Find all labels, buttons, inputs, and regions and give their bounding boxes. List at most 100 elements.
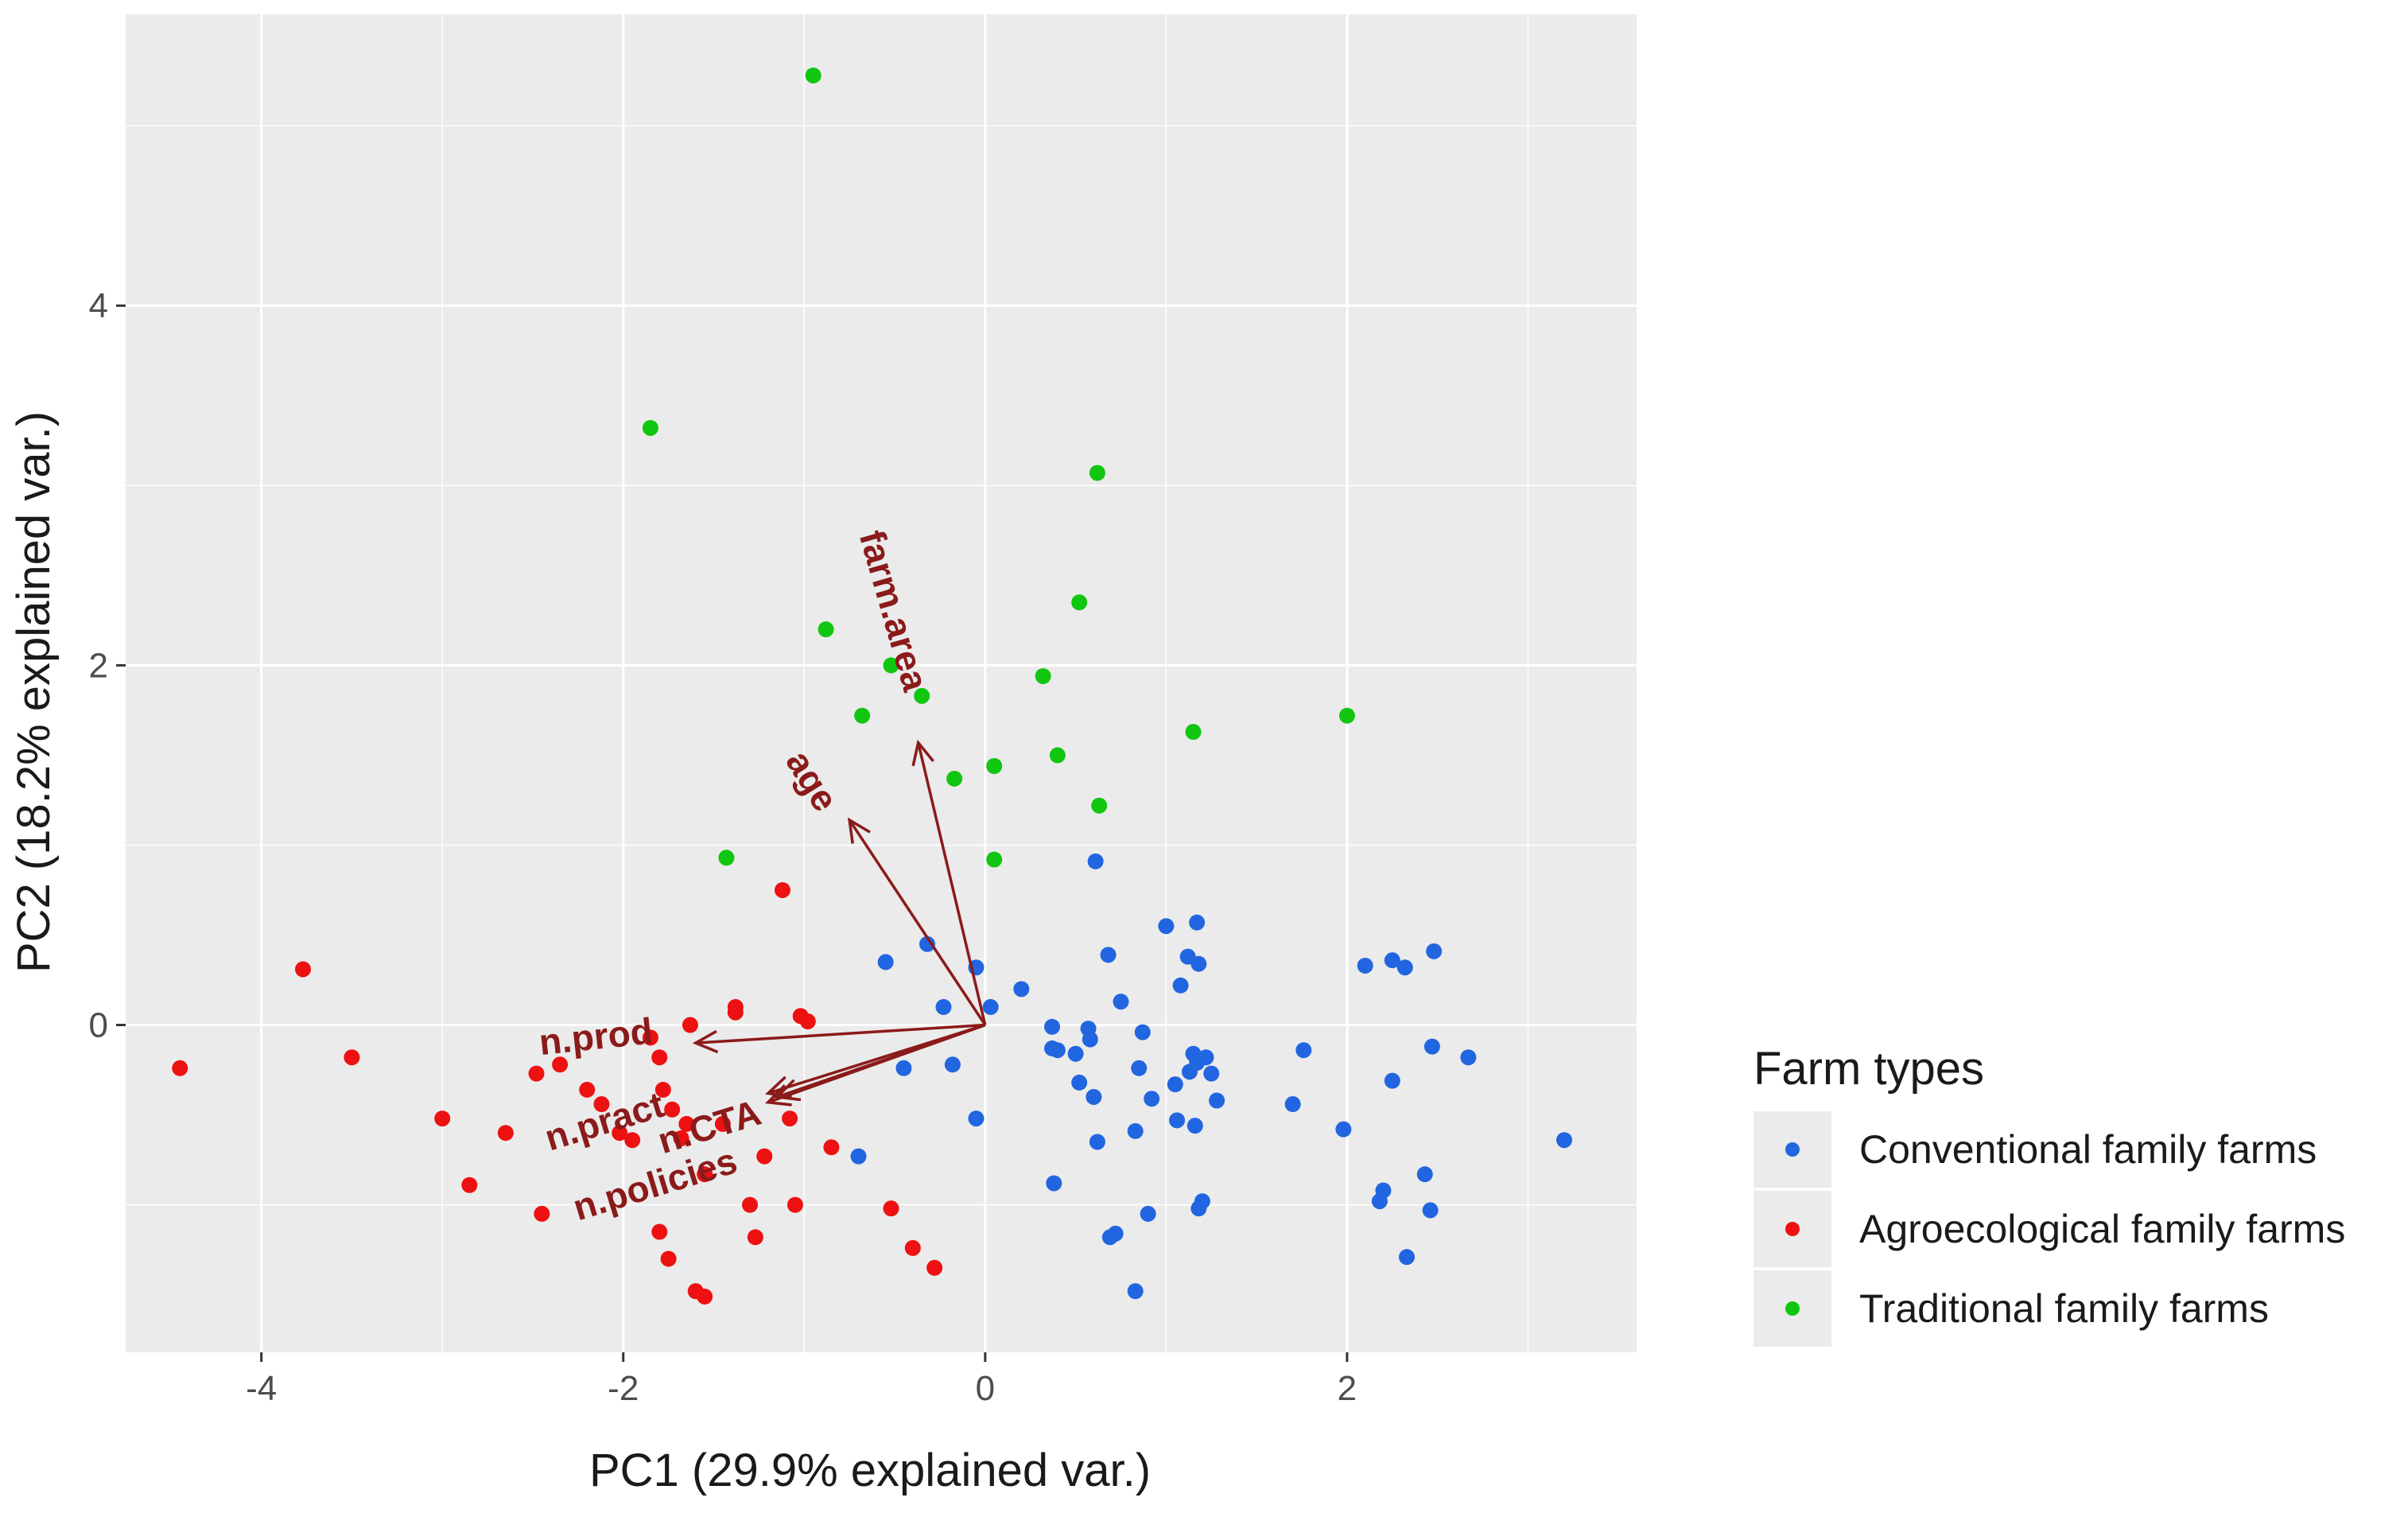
point-conventional <box>1203 1065 1220 1082</box>
point-traditional <box>1071 594 1088 611</box>
point-conventional <box>1127 1122 1144 1139</box>
point-traditional <box>642 419 658 436</box>
vector-n-policies <box>767 1023 986 1104</box>
point-conventional <box>1189 914 1206 931</box>
vector-arrowhead-n-policies <box>764 1084 792 1107</box>
point-agroecological <box>697 1288 713 1305</box>
point-agroecological <box>678 1115 695 1132</box>
point-agroecological <box>434 1110 451 1127</box>
vector-farm-area <box>916 742 987 1025</box>
point-agroecological <box>756 1148 773 1165</box>
point-traditional <box>818 621 834 638</box>
x-tick-label: -2 <box>608 1369 639 1408</box>
y-axis-title: PC2 (18.2% explained var.) <box>8 411 60 973</box>
point-conventional <box>850 1148 867 1165</box>
point-conventional <box>1158 918 1175 935</box>
point-agroecological <box>624 1132 641 1149</box>
point-agroecological <box>660 1250 677 1267</box>
point-conventional <box>1013 981 1030 998</box>
point-conventional <box>1131 1060 1148 1076</box>
legend: Farm types Conventional family farms Agr… <box>1754 1043 2345 1347</box>
point-conventional <box>877 954 894 970</box>
point-traditional <box>1185 724 1202 741</box>
legend-marker-agroecological <box>1785 1222 1800 1236</box>
point-conventional <box>1416 1166 1433 1183</box>
point-agroecological <box>682 1017 698 1033</box>
point-agroecological <box>497 1125 514 1142</box>
legend-label-conventional: Conventional family farms <box>1859 1127 2317 1172</box>
point-conventional <box>968 1110 985 1127</box>
point-conventional <box>1169 1112 1186 1129</box>
point-conventional <box>1295 1042 1312 1059</box>
point-conventional <box>1067 1045 1084 1062</box>
point-traditional <box>986 851 1003 868</box>
point-conventional <box>1144 1091 1160 1107</box>
point-traditional <box>1091 797 1108 814</box>
point-agroecological <box>823 1139 840 1156</box>
point-traditional <box>1089 465 1105 481</box>
point-conventional <box>1396 959 1413 976</box>
point-agroecological <box>642 1029 658 1046</box>
point-agroecological <box>528 1065 545 1082</box>
point-conventional <box>1071 1074 1088 1091</box>
legend-marker-traditional <box>1785 1301 1800 1316</box>
point-agroecological <box>727 1004 744 1021</box>
point-conventional <box>1172 977 1189 994</box>
point-conventional <box>1127 1283 1144 1300</box>
vector-arrowhead-n-prod <box>692 1029 719 1054</box>
legend-label-traditional: Traditional family farms <box>1859 1286 2269 1331</box>
vector-age <box>848 819 987 1026</box>
point-conventional <box>1101 1229 1118 1246</box>
point-traditional <box>805 67 821 84</box>
point-conventional <box>1190 955 1207 972</box>
y-tick-label: 4 <box>89 286 108 325</box>
y-tick-label: 2 <box>89 646 108 685</box>
point-conventional <box>1049 1042 1066 1059</box>
vector-arrowhead-farm-area <box>911 739 934 767</box>
point-traditional <box>854 707 871 724</box>
point-conventional <box>1423 1038 1440 1055</box>
point-conventional <box>1460 1049 1477 1066</box>
point-agroecological <box>714 1115 731 1132</box>
point-agroecological <box>664 1101 681 1118</box>
point-conventional <box>1422 1202 1439 1219</box>
point-agroecological <box>786 1196 803 1213</box>
point-agroecological <box>799 1013 816 1030</box>
point-conventional <box>1335 1121 1352 1138</box>
data-points <box>172 67 1572 1305</box>
point-conventional <box>1555 1132 1572 1149</box>
point-conventional <box>1100 947 1117 963</box>
x-tick-label: 0 <box>976 1369 995 1408</box>
plot-panel <box>126 14 1637 1352</box>
point-conventional <box>1086 1088 1102 1105</box>
x-axis-title: PC1 (29.9% explained var.) <box>589 1445 1151 1496</box>
x-tick-label: -4 <box>246 1369 277 1408</box>
point-agroecological <box>742 1196 759 1213</box>
legend-marker-conventional <box>1785 1142 1800 1157</box>
point-conventional <box>895 1060 912 1076</box>
point-conventional <box>1167 1076 1183 1093</box>
point-conventional <box>1399 1249 1416 1266</box>
vector-arrowhead-age <box>847 817 871 844</box>
point-conventional <box>1198 1049 1214 1066</box>
point-conventional <box>1113 994 1129 1010</box>
point-conventional <box>1209 1092 1225 1109</box>
point-conventional <box>935 998 952 1015</box>
point-conventional <box>1187 1118 1203 1134</box>
point-agroecological <box>552 1056 569 1073</box>
point-conventional <box>982 998 999 1015</box>
point-agroecological <box>926 1259 943 1276</box>
point-traditional <box>883 657 899 674</box>
point-agroecological <box>651 1049 668 1066</box>
point-conventional <box>1046 1175 1062 1192</box>
vector-n-prod <box>695 1023 985 1044</box>
point-conventional <box>1082 1031 1098 1048</box>
point-conventional <box>1357 957 1373 974</box>
point-agroecological <box>673 1130 689 1146</box>
legend-title: Farm types <box>1754 1043 1984 1095</box>
point-conventional <box>1190 1200 1207 1217</box>
point-conventional <box>1140 1205 1156 1222</box>
x-tick-label: 2 <box>1338 1369 1357 1408</box>
point-agroecological <box>697 1166 713 1183</box>
